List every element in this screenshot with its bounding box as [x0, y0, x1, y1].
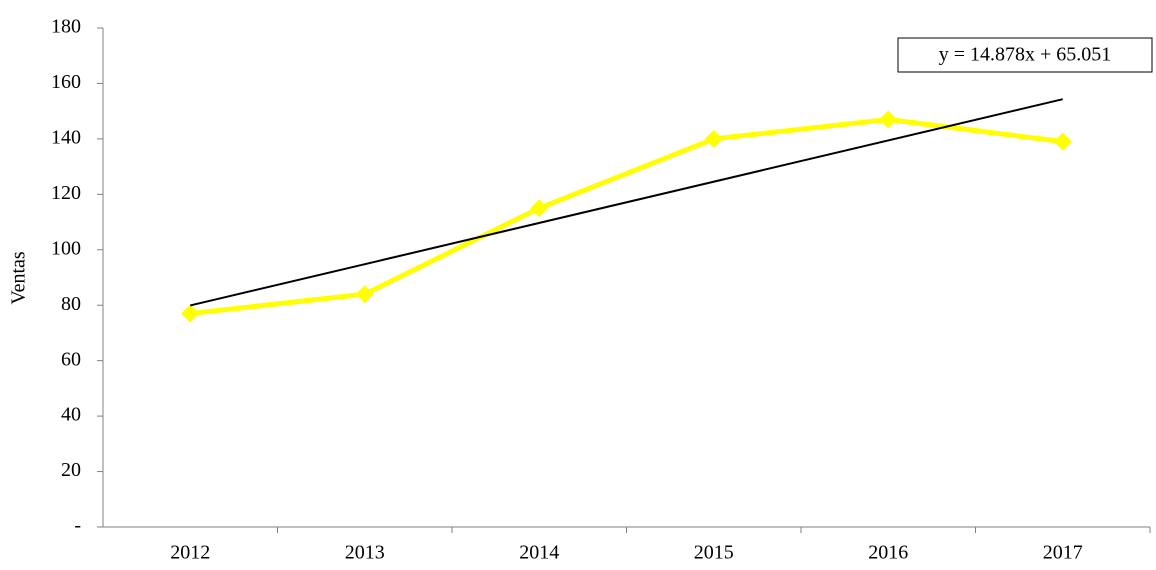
x-tick-label: 2016 — [868, 542, 908, 564]
x-tick-label: 2013 — [345, 542, 385, 564]
data-marker — [356, 285, 374, 303]
y-tick-label: 60 — [61, 348, 81, 370]
y-tick-label: - — [74, 515, 81, 537]
y-tick-label: 160 — [51, 71, 81, 93]
trendline — [190, 99, 1063, 305]
y-tick-label: 40 — [61, 404, 81, 426]
y-tick-label: 120 — [51, 182, 81, 204]
y-axis-label: Ventas — [8, 251, 30, 305]
y-tick-label: 20 — [61, 459, 81, 481]
data-marker — [181, 305, 199, 323]
y-tick-label: 140 — [51, 126, 81, 148]
x-tick-label: 2017 — [1043, 542, 1083, 564]
y-tick-label: 80 — [61, 293, 81, 315]
chart: Ventas - 20 40 60 80 100 120 140 160 180 2012 2013 2… — [0, 0, 1156, 570]
data-marker — [705, 130, 723, 148]
data-marker — [530, 199, 548, 217]
data-marker — [879, 110, 897, 128]
data-line — [190, 119, 1063, 313]
data-marker — [1054, 133, 1072, 151]
trendline-label: y = 14.878x + 65.051 — [939, 44, 1112, 66]
x-tick-label: 2014 — [519, 542, 559, 564]
y-tick-label: 180 — [51, 16, 81, 38]
y-tick-label: 100 — [51, 237, 81, 259]
x-tick-label: 2012 — [170, 542, 210, 564]
x-tick-label: 2015 — [694, 542, 734, 564]
